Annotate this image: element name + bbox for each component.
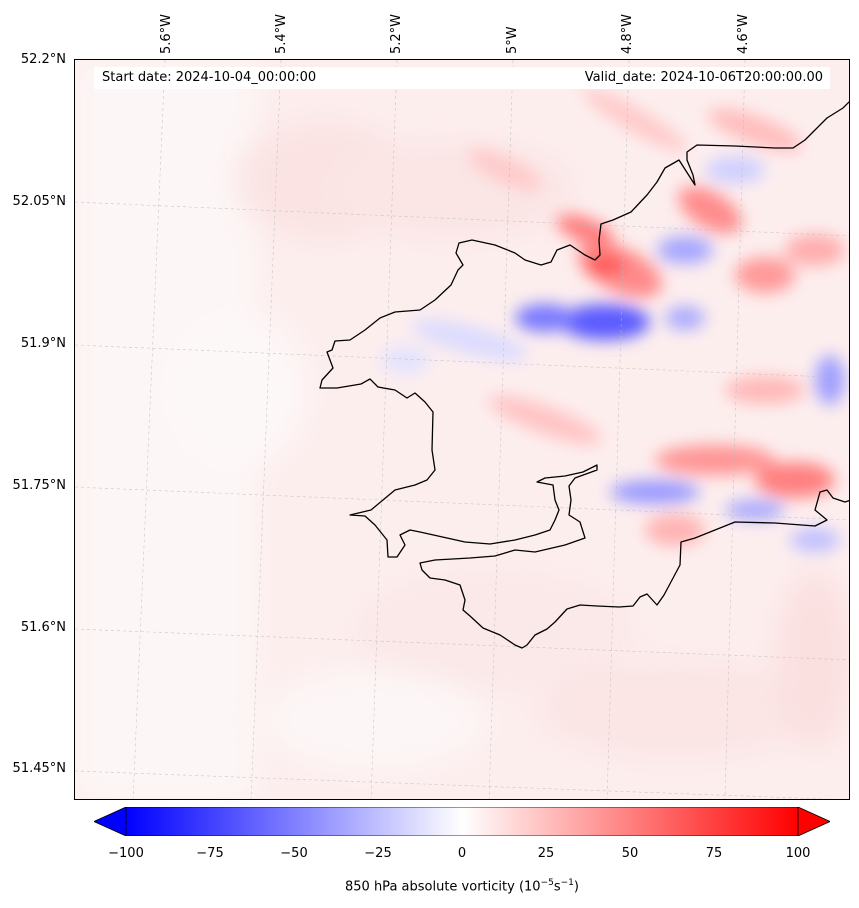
colorbar-title-unit: s (553, 879, 561, 895)
colorbar-tick: 100 (785, 846, 811, 861)
lon-label-5w: 5°W (505, 26, 520, 54)
lon-label-4-8w: 4.8°W (620, 13, 635, 54)
valid-date-label: Valid_date: 2024-10-06T20:00:00.00 (584, 70, 823, 85)
map-panel (74, 59, 850, 800)
colorbar-tick: 25 (537, 846, 555, 861)
colorbar-title-exponent: −1 (560, 878, 574, 888)
lat-label-51-9n: 51.9°N (20, 336, 66, 351)
lat-label-51-75n: 51.75°N (12, 478, 66, 493)
colorbar-title-close: ) (573, 879, 579, 895)
lat-label-51-45n: 51.45°N (12, 761, 66, 776)
colorbar-tick: 0 (457, 846, 467, 861)
colorbar-tick: −25 (364, 846, 392, 861)
map-canvas (75, 60, 849, 799)
lon-label-5-2w: 5.2°W (389, 13, 404, 54)
colorbar-tick: −50 (280, 846, 308, 861)
start-date-label: Start date: 2024-10-04_00:00:00 (102, 70, 317, 85)
gridlines (75, 60, 849, 799)
lat-label-51-6n: 51.6°N (20, 620, 66, 635)
colorbar-tick: 75 (705, 846, 723, 861)
lat-label-52-05n: 52.05°N (12, 194, 66, 209)
colorbar-tick: −100 (108, 846, 144, 861)
colorbar-tick: −75 (196, 846, 224, 861)
vorticity-features (380, 88, 845, 552)
lat-label-52-2n: 52.2°N (20, 52, 66, 67)
colorbar-title-text: 850 hPa absolute vorticity (10 (345, 879, 541, 895)
colorbar-title-exponent: −5 (540, 878, 554, 888)
lon-label-5-6w: 5.6°W (159, 13, 174, 54)
lon-label-4-6w: 4.6°W (736, 13, 751, 54)
coastline (319, 101, 849, 649)
colorbar-tick: 50 (621, 846, 639, 861)
header-band (94, 67, 830, 89)
lon-label-5-4w: 5.4°W (274, 13, 289, 54)
colorbar-title: 850 hPa absolute vorticity (10−5s−1) (0, 878, 859, 894)
colorbar-high-extend (797, 807, 830, 836)
colorbar (94, 807, 830, 836)
colorbar-low-extend (94, 807, 127, 836)
colorbar-gradient (125, 807, 799, 836)
